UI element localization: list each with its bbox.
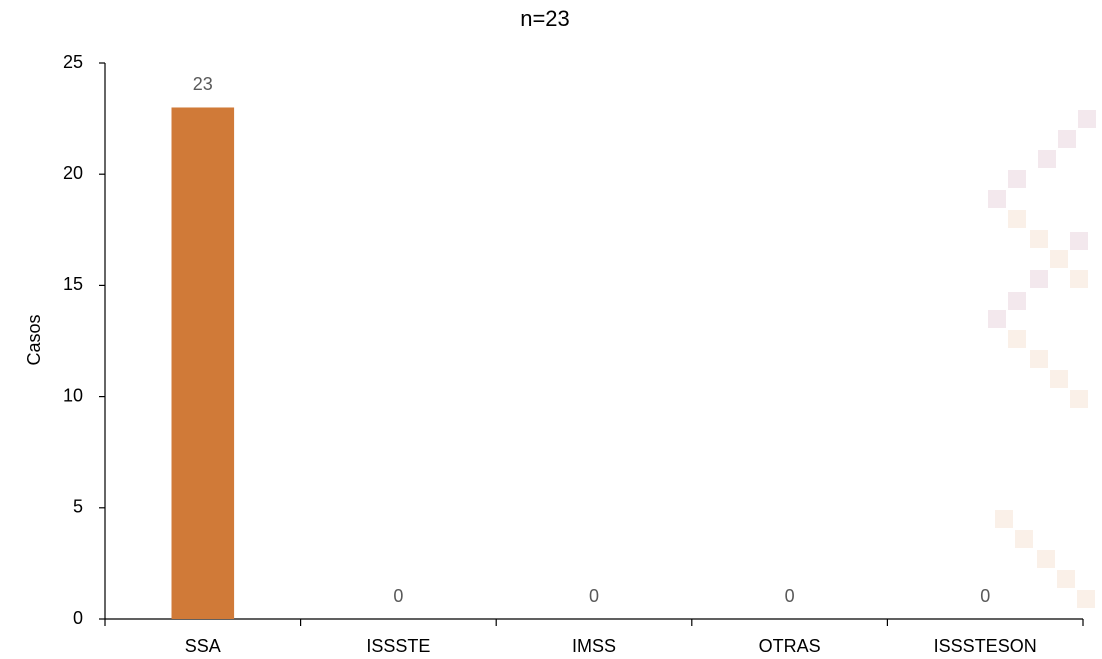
data-label: 0 <box>980 586 990 606</box>
y-tick-label: 10 <box>63 385 83 405</box>
x-tick-label: ISSSTE <box>366 636 430 656</box>
y-tick-label: 15 <box>63 274 83 294</box>
y-tick-label: 20 <box>63 163 83 183</box>
chart-title: n=23 <box>520 6 570 31</box>
background-pattern <box>988 110 1096 608</box>
data-label: 0 <box>393 586 403 606</box>
y-tick-label: 0 <box>73 608 83 628</box>
x-tick-label: SSA <box>185 636 221 656</box>
bar <box>171 107 235 619</box>
data-label: 23 <box>193 74 213 94</box>
x-tick-label: IMSS <box>572 636 616 656</box>
y-axis-label: Casos <box>24 314 44 365</box>
x-tick-label: OTRAS <box>759 636 821 656</box>
data-label: 0 <box>589 586 599 606</box>
y-tick-label: 25 <box>63 52 83 72</box>
data-label: 0 <box>785 586 795 606</box>
y-tick-label: 5 <box>73 497 83 517</box>
x-tick-label: ISSSTESON <box>934 636 1037 656</box>
